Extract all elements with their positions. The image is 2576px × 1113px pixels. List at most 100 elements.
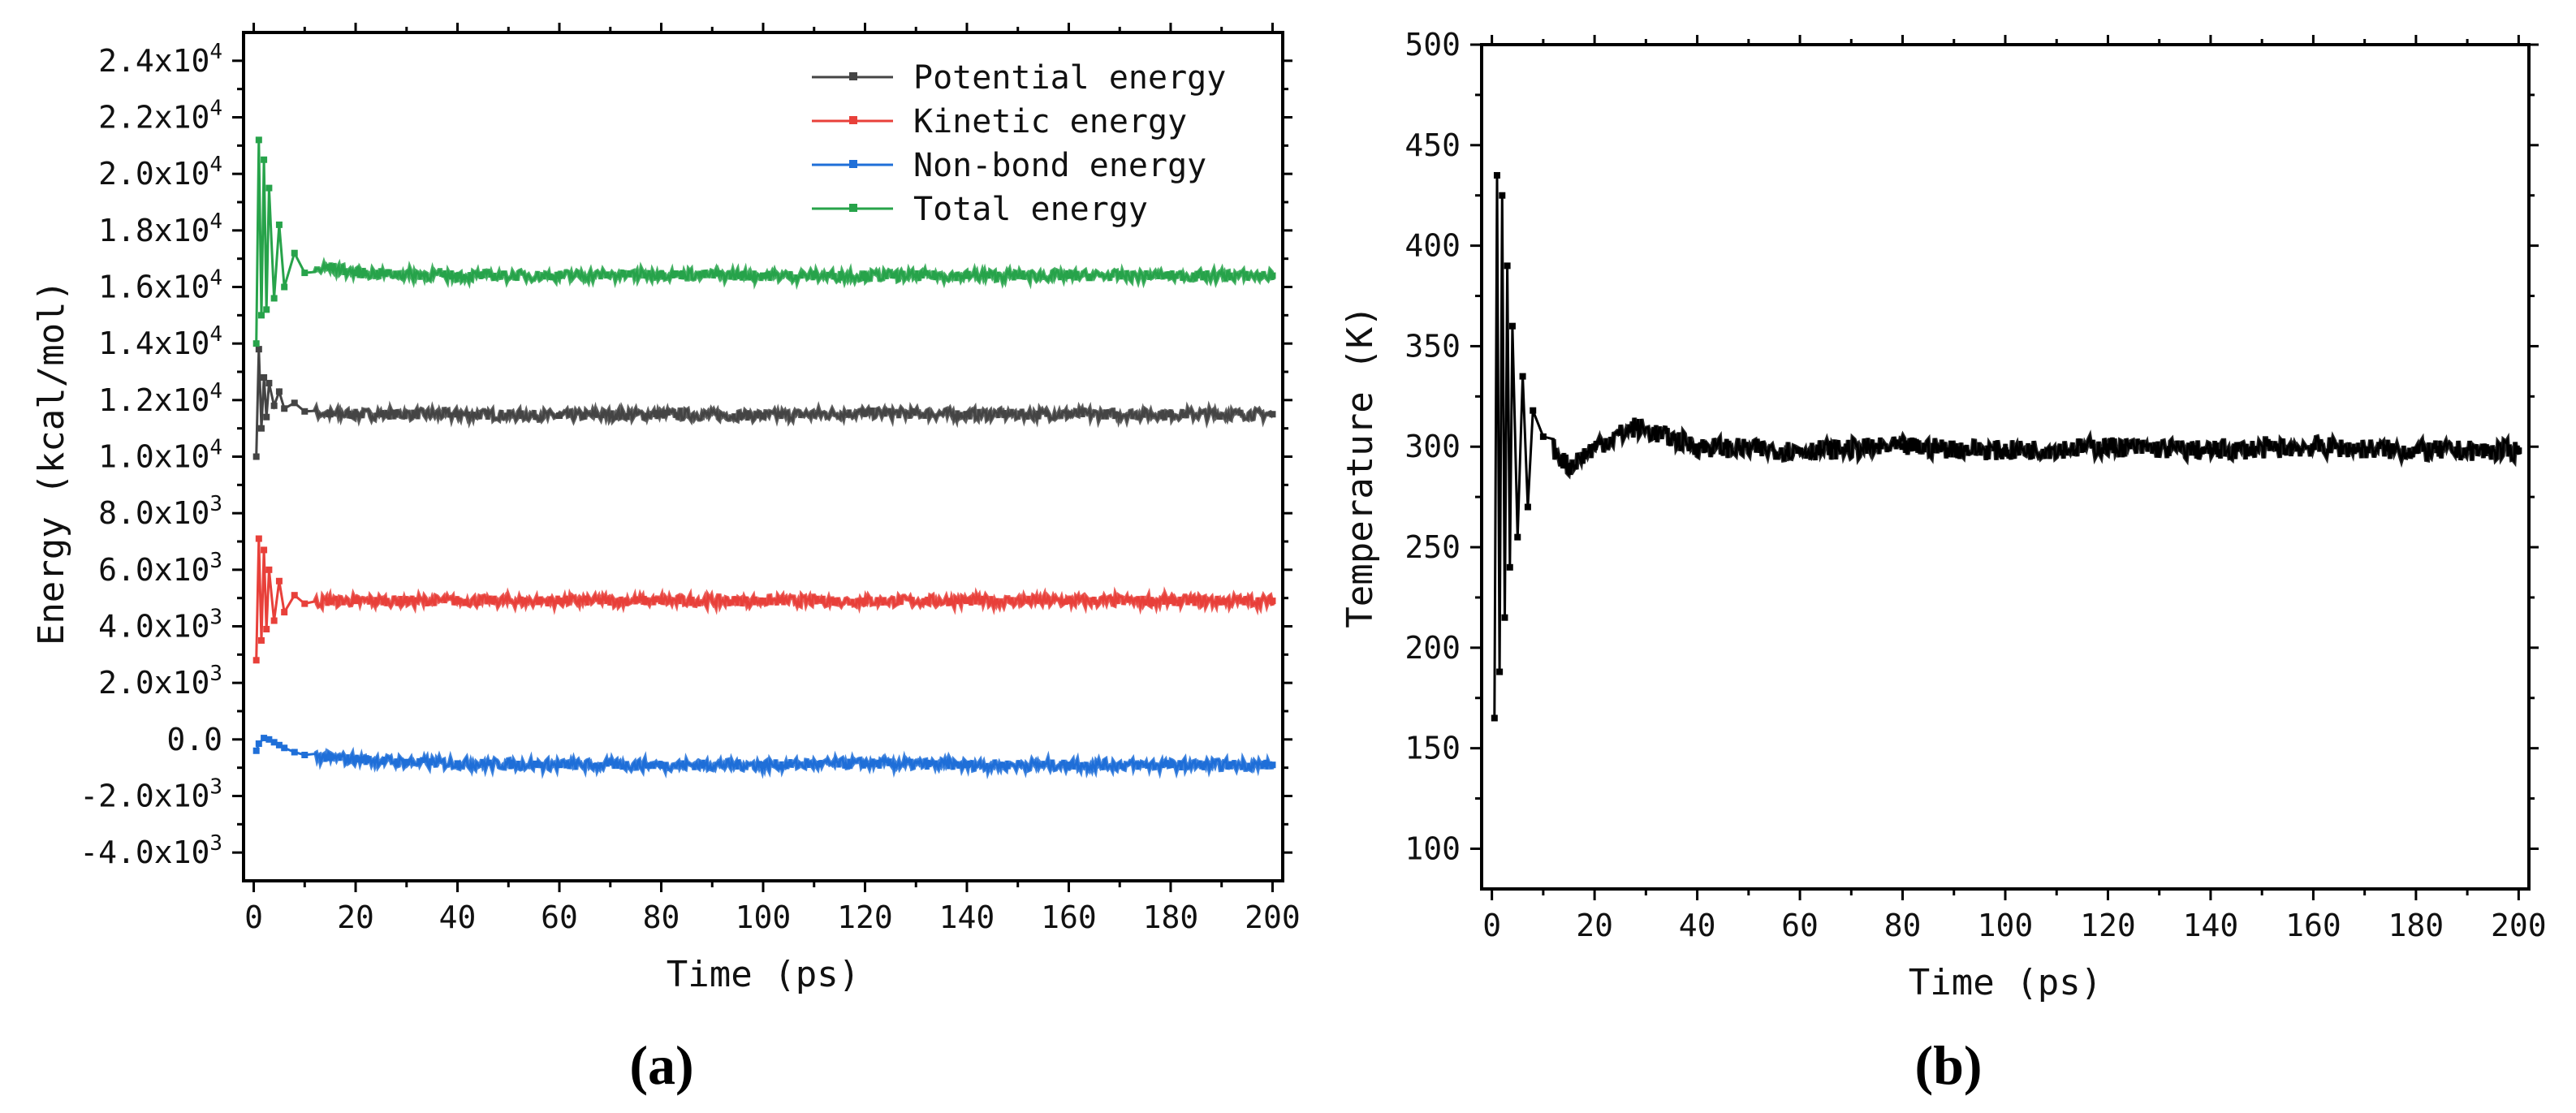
data-point xyxy=(658,761,665,769)
legend-label: Total energy xyxy=(913,191,1148,228)
data-point xyxy=(454,760,461,767)
data-point xyxy=(963,761,970,769)
data-point xyxy=(263,306,270,313)
legend-label: Potential energy xyxy=(913,59,1226,97)
x-tick-label: 20 xyxy=(1576,908,1613,943)
data-point xyxy=(556,272,563,279)
data-point xyxy=(861,272,869,279)
data-point xyxy=(2515,447,2522,455)
data-point xyxy=(1519,373,1526,380)
data-point xyxy=(275,221,283,228)
x-tick-label: 0 xyxy=(244,899,263,935)
y-tick-label: 500 xyxy=(1405,27,1461,63)
data-point xyxy=(261,735,268,742)
data-point xyxy=(1167,597,1174,605)
data-point xyxy=(1269,272,1276,279)
data-point xyxy=(1065,272,1072,279)
data-point xyxy=(1269,411,1276,418)
data-point xyxy=(556,412,563,419)
data-point xyxy=(1504,262,1511,270)
series-band-potential-energy xyxy=(313,400,1275,429)
data-point xyxy=(270,739,278,746)
energy-y-axis-title: Energy (kcal/mol) xyxy=(31,280,72,645)
temperature-series-group xyxy=(1491,171,2522,722)
data-point xyxy=(1167,272,1174,279)
series-line-potential-energy xyxy=(255,349,1274,457)
x-tick-label: 200 xyxy=(2491,908,2547,943)
data-point xyxy=(1269,597,1276,605)
x-tick-label: 60 xyxy=(1781,908,1819,943)
data-point xyxy=(252,657,260,664)
y-tick-label: 2.0x104 xyxy=(98,153,222,192)
data-point xyxy=(1539,433,1547,440)
data-point xyxy=(281,405,288,412)
data-point xyxy=(291,249,298,257)
energy-chart: 0 20 40 60 80 100 120 140 160 180 200 -4.0x103 -2.0… xyxy=(31,23,1301,1096)
data-point xyxy=(760,597,766,605)
y-tick-label: 400 xyxy=(1405,228,1461,264)
data-point xyxy=(252,340,260,347)
data-point xyxy=(275,741,283,748)
x-tick-label: 120 xyxy=(837,899,893,935)
y-tick-label: 8.0x103 xyxy=(98,492,222,531)
data-point xyxy=(861,409,869,416)
data-point xyxy=(257,636,265,644)
y-tick-label: 250 xyxy=(1405,529,1461,565)
data-point xyxy=(1694,443,1701,451)
data-point xyxy=(275,388,283,395)
y-tick-label: 450 xyxy=(1405,127,1461,163)
data-point xyxy=(281,744,288,752)
data-point xyxy=(265,379,273,386)
y-tick-label: 1.0x104 xyxy=(98,436,222,475)
y-tick-label: 1.4x104 xyxy=(98,322,222,361)
data-point xyxy=(861,597,869,605)
data-point xyxy=(1632,423,1639,430)
data-point xyxy=(270,617,278,624)
data-point xyxy=(265,184,273,192)
data-point xyxy=(352,597,360,605)
x-tick-label: 80 xyxy=(643,899,680,935)
data-point xyxy=(261,156,268,163)
data-point xyxy=(760,412,766,419)
legend-swatch-marker xyxy=(849,204,857,212)
series-band-non-bond-energy xyxy=(313,746,1275,780)
x-tick-label: 120 xyxy=(2080,908,2136,943)
y-tick-label: 150 xyxy=(1405,731,1461,766)
legend-swatch-marker xyxy=(849,72,857,80)
data-point xyxy=(1506,563,1513,571)
data-point xyxy=(556,597,563,605)
data-point xyxy=(265,566,273,573)
data-point xyxy=(255,740,262,748)
data-point xyxy=(252,453,260,460)
data-point xyxy=(270,402,278,409)
data-point xyxy=(301,270,309,277)
data-point xyxy=(1065,597,1072,605)
y-tick-label: 2.2x104 xyxy=(98,97,222,136)
data-point xyxy=(326,264,334,271)
data-point xyxy=(263,413,270,421)
y-tick-label: -2.0x103 xyxy=(80,775,222,814)
x-tick-label: 100 xyxy=(736,899,792,935)
data-point xyxy=(1591,443,1599,451)
temperature-y-axis-title: Temperature (K) xyxy=(1340,305,1381,628)
data-point xyxy=(658,597,665,605)
data-point xyxy=(1065,761,1072,769)
data-point xyxy=(270,295,278,302)
data-point xyxy=(1493,171,1500,179)
data-point xyxy=(257,425,265,432)
data-point xyxy=(760,761,766,769)
x-tick-label: 0 xyxy=(1482,908,1501,943)
data-point xyxy=(1524,503,1531,511)
data-point xyxy=(263,625,270,632)
x-tick-label: 40 xyxy=(439,899,477,935)
data-point xyxy=(281,283,288,291)
y-tick-label: 350 xyxy=(1405,328,1461,364)
data-point xyxy=(2412,447,2419,455)
data-point xyxy=(326,597,334,605)
y-tick-label: 1.8x104 xyxy=(98,209,222,248)
data-point xyxy=(275,577,283,585)
data-point xyxy=(1499,192,1506,199)
y-tick-label: 6.0x103 xyxy=(98,549,222,588)
data-point xyxy=(454,597,461,605)
data-point xyxy=(454,272,461,279)
